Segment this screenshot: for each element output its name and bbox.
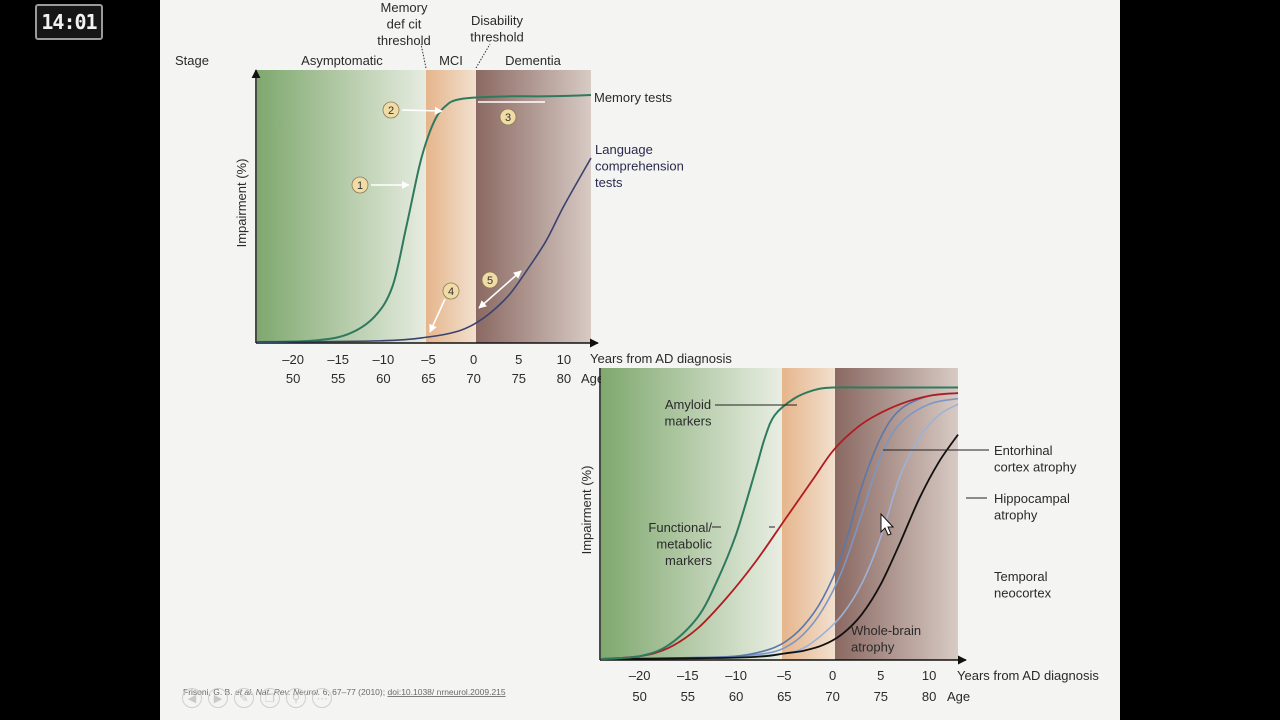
age-tick-label: 55 [331, 371, 345, 386]
top-chart: Stage Asymptomatic MCI Dementia Memory de… [175, 0, 732, 386]
zone-asymptomatic [257, 70, 426, 343]
marker-5: 5 [481, 271, 499, 289]
zoom-icon[interactable]: ⚲ [286, 688, 306, 708]
functional-label: Functional/metabolic markers [648, 520, 712, 568]
x-tick-label: –15 [677, 668, 699, 683]
arrow-4 [429, 298, 446, 333]
x-tick-label: 10 [922, 668, 936, 683]
memory-threshold-label: Memory def cit threshold [377, 0, 430, 48]
age-tick-label: 70 [825, 689, 839, 704]
bottom-x-label: Years from AD diagnosis [957, 668, 1099, 683]
svg-text:4: 4 [448, 286, 454, 298]
x-tick-label: 0 [829, 668, 836, 683]
x-tick-label: 5 [877, 668, 884, 683]
x-tick-label: –5 [777, 668, 791, 683]
temporal-label: Temporal neocortex [994, 569, 1052, 601]
x-tick-label: 10 [557, 352, 571, 367]
stage-asymptomatic: Asymptomatic [301, 53, 383, 68]
series-amyloid-markers [600, 386, 958, 660]
bottom-y-label: Impairment (%) [579, 466, 594, 555]
marker-1: 1 [351, 176, 369, 194]
series-entorhinal-atrophy [600, 392, 959, 660]
forward-icon[interactable]: ▶ [208, 688, 228, 708]
svg-text:3: 3 [505, 112, 511, 124]
zone-dementia [476, 70, 591, 343]
back-icon[interactable]: ◀ [182, 688, 202, 708]
top-x-ticks: –20 50 –15 55 –10 60 –5 65 0 70 5 75 10 80 [282, 352, 571, 386]
marker-2: 2 [382, 101, 400, 119]
age-tick-label: 50 [632, 689, 646, 704]
age-tick-label: 80 [557, 371, 571, 386]
svg-text:1: 1 [357, 180, 363, 192]
x-tick-label: –5 [421, 352, 435, 367]
series-memory-tests [256, 94, 592, 343]
x-tick-label: –15 [327, 352, 349, 367]
stage-mci: MCI [439, 53, 463, 68]
x-tick-label: –20 [282, 352, 304, 367]
entorhinal-label: Entorhinal cortex atrophy [994, 443, 1077, 475]
arrow-2 [401, 106, 443, 115]
zone-asymptomatic-2 [601, 368, 782, 660]
top-y-label: Impairment (%) [234, 159, 249, 248]
bottom-chart: Impairment (%) Amyloid markers Functional… [579, 368, 1099, 704]
more-icon[interactable]: ⋯ [312, 688, 332, 708]
bottom-x-ticks: –20 50 –15 55 –10 60 –5 65 0 70 5 75 10 80 [629, 668, 937, 704]
x-tick-label: 5 [515, 352, 522, 367]
arrow-5 [478, 270, 522, 309]
top-x-label: Years from AD diagnosis [590, 351, 732, 366]
mouse-cursor-icon [880, 512, 895, 536]
stage-label: Stage [175, 53, 209, 68]
slide-toolbar: ◀ ▶ ✎ ❐ ⚲ ⋯ [182, 688, 332, 708]
age-tick-label: 80 [922, 689, 936, 704]
x-tick-label: 0 [470, 352, 477, 367]
disability-threshold-label: Disability threshold [470, 13, 523, 45]
copy-icon[interactable]: ❐ [260, 688, 280, 708]
whole-brain-label: Whole-brain atrophy [851, 623, 921, 655]
x-tick-label: –10 [373, 352, 395, 367]
series-language-tests [256, 157, 592, 343]
svg-text:5: 5 [487, 275, 493, 287]
pen-icon[interactable]: ✎ [234, 688, 254, 708]
marker-3: 3 [499, 108, 517, 126]
memory-tests-label: Memory tests [594, 90, 673, 105]
bottom-age-label: Age [947, 689, 970, 704]
age-tick-label: 50 [286, 371, 300, 386]
top-age-label: Age [581, 371, 604, 386]
age-tick-label: 55 [681, 689, 695, 704]
age-tick-label: 75 [874, 689, 888, 704]
age-tick-label: 60 [729, 689, 743, 704]
clock-display: 14:01 [35, 4, 103, 40]
x-tick-label: –20 [629, 668, 651, 683]
stage-dementia: Dementia [505, 53, 561, 68]
age-tick-label: 75 [512, 371, 526, 386]
age-tick-label: 60 [376, 371, 390, 386]
svg-text:2: 2 [388, 105, 394, 117]
language-tests-label: Language comprehension tests [595, 142, 684, 190]
age-tick-label: 65 [421, 371, 435, 386]
zone-mci-2 [782, 368, 835, 660]
series-whole-brain-atrophy [600, 434, 959, 660]
marker-4: 4 [442, 282, 460, 300]
age-tick-label: 70 [466, 371, 480, 386]
amyloid-label: Amyloid markers [665, 397, 712, 429]
age-tick-label: 65 [777, 689, 791, 704]
x-tick-label: –10 [725, 668, 747, 683]
hippocampal-label: Hippocampal atrophy [994, 491, 1070, 523]
series-functional-markers [600, 392, 959, 660]
